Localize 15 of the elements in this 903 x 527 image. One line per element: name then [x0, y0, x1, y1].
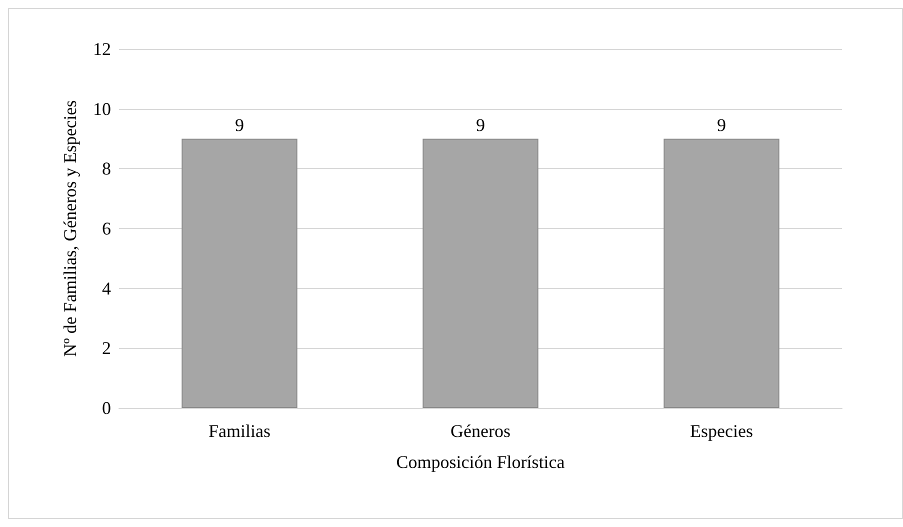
y-tick-label: 2	[102, 338, 111, 358]
x-tick-label: Géneros	[450, 421, 510, 441]
x-axis-title: Composición Florística	[396, 452, 565, 472]
data-label: 9	[235, 114, 244, 135]
y-axis-title: Nº de Familias, Géneros y Especies	[60, 100, 80, 357]
data-label: 9	[476, 114, 485, 135]
y-tick-label: 4	[102, 278, 111, 298]
data-label: 9	[717, 114, 726, 135]
y-tick-label: 10	[93, 98, 111, 119]
y-tick-label: 12	[93, 39, 111, 59]
y-tick-label: 6	[102, 218, 111, 238]
x-tick-label: Especies	[690, 421, 753, 441]
x-tick-label: Familias	[208, 421, 270, 441]
y-tick-label: 0	[102, 398, 111, 418]
y-tick-label: 8	[102, 158, 111, 179]
